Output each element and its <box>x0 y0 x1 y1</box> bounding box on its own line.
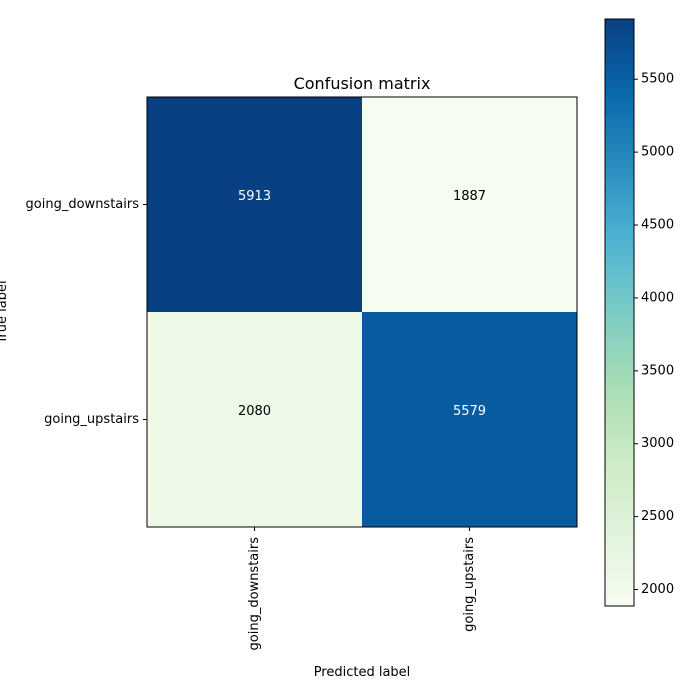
cell-value-label: 5913 <box>238 189 271 204</box>
x-tick-label: going_downstairs <box>247 537 262 651</box>
y-axis-label: True label <box>0 280 10 344</box>
cell-value-label: 1887 <box>453 189 486 204</box>
colorbar-tick-label: 2000 <box>641 582 674 597</box>
y-tick-label: going_upstairs <box>44 412 139 427</box>
heatmap-cell <box>362 312 577 527</box>
colorbar <box>604 18 635 607</box>
colorbar-tick-label: 5000 <box>641 145 674 160</box>
x-axis-label: Predicted label <box>314 665 411 680</box>
heatmap-cells: 5913 1887 2080 5579 <box>147 97 577 527</box>
colorbar-tick-label: 4500 <box>641 218 674 233</box>
chart-title: Confusion matrix <box>294 74 431 93</box>
x-tick-label: going_upstairs <box>462 537 477 632</box>
colorbar-tick-label: 3500 <box>641 363 674 378</box>
colorbar-tick-label: 5500 <box>641 72 674 87</box>
colorbar-tick-label: 4000 <box>641 290 674 305</box>
heatmap-cell <box>147 312 362 527</box>
colorbar-tick-label: 2500 <box>641 509 674 524</box>
colorbar-ticks: 2000 2500 3000 3500 4000 4500 5000 5500 <box>634 72 674 597</box>
y-tick-label: going_downstairs <box>26 197 140 212</box>
plot-frame <box>146 96 578 528</box>
colorbar-tick-label: 3000 <box>641 436 674 451</box>
axis-ticks: going_downstairs going_upstairs going_down… <box>26 197 477 650</box>
cell-value-label: 5579 <box>453 404 486 419</box>
cell-value-label: 2080 <box>238 404 271 419</box>
heatmap-cell <box>147 97 362 312</box>
heatmap-cell <box>362 97 577 312</box>
